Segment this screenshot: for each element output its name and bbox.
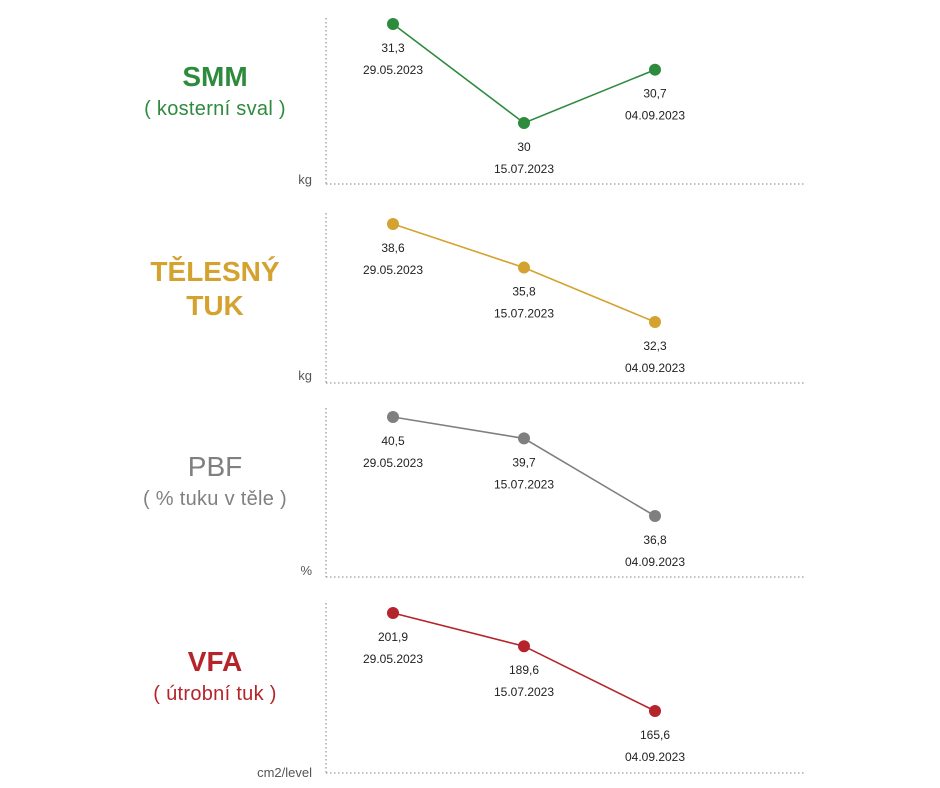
vfa-date-label: 15.07.2023 <box>494 685 554 699</box>
body-fat-unit-label: kg <box>298 368 312 383</box>
body-fat-title-line-2: TUK <box>186 290 244 321</box>
smm-label-block: SMM ( kosterní sval ) <box>110 60 320 124</box>
body-fat-value-label: 32,3 <box>643 339 667 353</box>
body-fat-point <box>649 316 661 328</box>
vfa-date-label: 29.05.2023 <box>363 652 423 666</box>
vfa-label-block: VFA ( útrobní tuk ) <box>110 645 320 709</box>
body-fat-date-label: 29.05.2023 <box>363 263 423 277</box>
body-fat-date-label: 15.07.2023 <box>494 307 554 321</box>
vfa-date-label: 04.09.2023 <box>625 750 685 764</box>
vfa-value-label: 189,6 <box>509 663 539 677</box>
smm-unit-label: kg <box>298 172 312 187</box>
vfa-value-label: 201,9 <box>378 630 408 644</box>
smm-value-label: 30 <box>517 140 531 154</box>
body-fat-label-block: TĚLESNÝ TUK <box>110 255 320 323</box>
smm-subtitle: ( kosterní sval ) <box>144 98 286 120</box>
pbf-point <box>649 510 661 522</box>
pbf-date-label: 29.05.2023 <box>363 456 423 470</box>
pbf-value-label: 39,7 <box>512 455 536 469</box>
panel-body-fat: TĚLESNÝ TUK kg <box>0 195 940 390</box>
panel-pbf: PBF ( % tuku v těle ) % <box>0 390 940 585</box>
body-fat-date-label: 04.09.2023 <box>625 361 685 375</box>
vfa-point <box>387 607 399 619</box>
pbf-unit-label: % <box>300 563 312 578</box>
pbf-value-label: 36,8 <box>643 533 667 547</box>
smm-title: SMM <box>182 61 248 92</box>
vfa-title: VFA <box>187 646 243 677</box>
vfa-unit-label: cm2/level <box>257 765 312 780</box>
pbf-label-block: PBF ( % tuku v těle ) <box>110 450 320 514</box>
body-fat-value-label: 38,6 <box>381 241 405 255</box>
body-fat-title-line-1: TĚLESNÝ <box>150 256 280 287</box>
pbf-date-label: 15.07.2023 <box>494 477 554 491</box>
pbf-value-label: 40,5 <box>381 434 405 448</box>
pbf-date-label: 04.09.2023 <box>625 555 685 569</box>
smm-date-label: 29.05.2023 <box>363 63 423 77</box>
smm-point <box>518 117 530 129</box>
pbf-subtitle: ( % tuku v těle ) <box>142 488 288 510</box>
vfa-point <box>518 640 530 653</box>
smm-point <box>649 63 661 76</box>
smm-point <box>387 18 399 30</box>
smm-date-label: 04.09.2023 <box>625 109 685 123</box>
pbf-point <box>387 411 399 423</box>
body-fat-point <box>518 261 530 274</box>
pbf-title: PBF <box>187 451 243 482</box>
body-fat-point <box>387 218 399 230</box>
vfa-subtitle: ( útrobní tuk ) <box>153 683 277 705</box>
smm-series-line <box>392 23 656 124</box>
smm-value-label: 31,3 <box>381 41 405 55</box>
panel-smm: SMM ( kosterní sval ) kg <box>0 0 940 195</box>
panel-vfa: VFA ( útrobní tuk ) cm2/level <box>0 585 940 788</box>
smm-value-label: 30,7 <box>643 87 667 101</box>
vfa-point <box>649 705 661 717</box>
body-fat-value-label: 35,8 <box>512 285 536 299</box>
pbf-point <box>518 432 530 445</box>
smm-date-label: 15.07.2023 <box>494 162 554 176</box>
vfa-value-label: 165,6 <box>640 728 670 742</box>
